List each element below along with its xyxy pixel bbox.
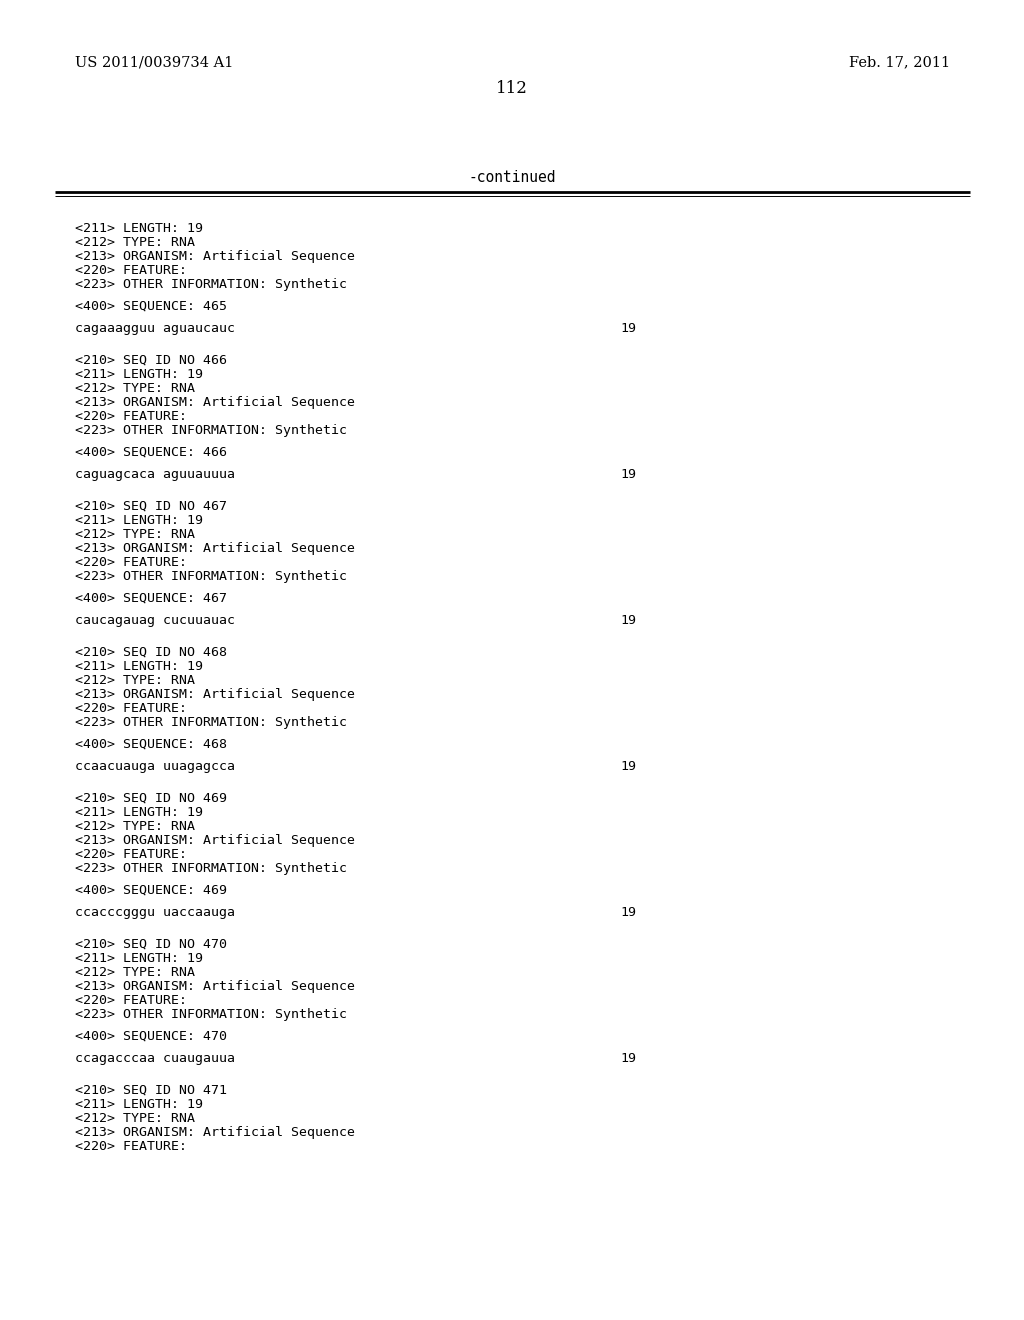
Text: 19: 19	[620, 1052, 636, 1065]
Text: <212> TYPE: RNA: <212> TYPE: RNA	[75, 675, 195, 686]
Text: <220> FEATURE:: <220> FEATURE:	[75, 411, 187, 422]
Text: US 2011/0039734 A1: US 2011/0039734 A1	[75, 55, 233, 69]
Text: <220> FEATURE:: <220> FEATURE:	[75, 847, 187, 861]
Text: <400> SEQUENCE: 469: <400> SEQUENCE: 469	[75, 884, 227, 898]
Text: -continued: -continued	[468, 170, 556, 185]
Text: <210> SEQ ID NO 467: <210> SEQ ID NO 467	[75, 500, 227, 513]
Text: <210> SEQ ID NO 469: <210> SEQ ID NO 469	[75, 792, 227, 805]
Text: 19: 19	[620, 906, 636, 919]
Text: <213> ORGANISM: Artificial Sequence: <213> ORGANISM: Artificial Sequence	[75, 543, 355, 554]
Text: <213> ORGANISM: Artificial Sequence: <213> ORGANISM: Artificial Sequence	[75, 979, 355, 993]
Text: <210> SEQ ID NO 470: <210> SEQ ID NO 470	[75, 939, 227, 950]
Text: ccagacccaa cuaugauua: ccagacccaa cuaugauua	[75, 1052, 234, 1065]
Text: <223> OTHER INFORMATION: Synthetic: <223> OTHER INFORMATION: Synthetic	[75, 279, 347, 290]
Text: 19: 19	[620, 469, 636, 480]
Text: <211> LENGTH: 19: <211> LENGTH: 19	[75, 807, 203, 818]
Text: <213> ORGANISM: Artificial Sequence: <213> ORGANISM: Artificial Sequence	[75, 396, 355, 409]
Text: <211> LENGTH: 19: <211> LENGTH: 19	[75, 660, 203, 673]
Text: <212> TYPE: RNA: <212> TYPE: RNA	[75, 966, 195, 979]
Text: <211> LENGTH: 19: <211> LENGTH: 19	[75, 222, 203, 235]
Text: <400> SEQUENCE: 468: <400> SEQUENCE: 468	[75, 738, 227, 751]
Text: <400> SEQUENCE: 465: <400> SEQUENCE: 465	[75, 300, 227, 313]
Text: <220> FEATURE:: <220> FEATURE:	[75, 264, 187, 277]
Text: <223> OTHER INFORMATION: Synthetic: <223> OTHER INFORMATION: Synthetic	[75, 570, 347, 583]
Text: cagaaagguu aguaucauc: cagaaagguu aguaucauc	[75, 322, 234, 335]
Text: <400> SEQUENCE: 467: <400> SEQUENCE: 467	[75, 591, 227, 605]
Text: <223> OTHER INFORMATION: Synthetic: <223> OTHER INFORMATION: Synthetic	[75, 1008, 347, 1020]
Text: caguagcaca aguuauuua: caguagcaca aguuauuua	[75, 469, 234, 480]
Text: 19: 19	[620, 760, 636, 774]
Text: <210> SEQ ID NO 466: <210> SEQ ID NO 466	[75, 354, 227, 367]
Text: Feb. 17, 2011: Feb. 17, 2011	[849, 55, 950, 69]
Text: <223> OTHER INFORMATION: Synthetic: <223> OTHER INFORMATION: Synthetic	[75, 715, 347, 729]
Text: <220> FEATURE:: <220> FEATURE:	[75, 702, 187, 715]
Text: <213> ORGANISM: Artificial Sequence: <213> ORGANISM: Artificial Sequence	[75, 1126, 355, 1139]
Text: <210> SEQ ID NO 468: <210> SEQ ID NO 468	[75, 645, 227, 659]
Text: <211> LENGTH: 19: <211> LENGTH: 19	[75, 368, 203, 381]
Text: <220> FEATURE:: <220> FEATURE:	[75, 994, 187, 1007]
Text: ccaacuauga uuagagcca: ccaacuauga uuagagcca	[75, 760, 234, 774]
Text: 19: 19	[620, 322, 636, 335]
Text: <211> LENGTH: 19: <211> LENGTH: 19	[75, 1098, 203, 1111]
Text: <220> FEATURE:: <220> FEATURE:	[75, 1140, 187, 1152]
Text: <212> TYPE: RNA: <212> TYPE: RNA	[75, 528, 195, 541]
Text: <212> TYPE: RNA: <212> TYPE: RNA	[75, 820, 195, 833]
Text: 112: 112	[496, 81, 528, 96]
Text: <400> SEQUENCE: 466: <400> SEQUENCE: 466	[75, 446, 227, 459]
Text: 19: 19	[620, 614, 636, 627]
Text: ccacccgggu uaccaauga: ccacccgggu uaccaauga	[75, 906, 234, 919]
Text: <400> SEQUENCE: 470: <400> SEQUENCE: 470	[75, 1030, 227, 1043]
Text: <223> OTHER INFORMATION: Synthetic: <223> OTHER INFORMATION: Synthetic	[75, 862, 347, 875]
Text: caucagauag cucuuauac: caucagauag cucuuauac	[75, 614, 234, 627]
Text: <212> TYPE: RNA: <212> TYPE: RNA	[75, 381, 195, 395]
Text: <210> SEQ ID NO 471: <210> SEQ ID NO 471	[75, 1084, 227, 1097]
Text: <212> TYPE: RNA: <212> TYPE: RNA	[75, 1111, 195, 1125]
Text: <213> ORGANISM: Artificial Sequence: <213> ORGANISM: Artificial Sequence	[75, 249, 355, 263]
Text: <211> LENGTH: 19: <211> LENGTH: 19	[75, 952, 203, 965]
Text: <211> LENGTH: 19: <211> LENGTH: 19	[75, 513, 203, 527]
Text: <212> TYPE: RNA: <212> TYPE: RNA	[75, 236, 195, 249]
Text: <213> ORGANISM: Artificial Sequence: <213> ORGANISM: Artificial Sequence	[75, 688, 355, 701]
Text: <220> FEATURE:: <220> FEATURE:	[75, 556, 187, 569]
Text: <213> ORGANISM: Artificial Sequence: <213> ORGANISM: Artificial Sequence	[75, 834, 355, 847]
Text: <223> OTHER INFORMATION: Synthetic: <223> OTHER INFORMATION: Synthetic	[75, 424, 347, 437]
